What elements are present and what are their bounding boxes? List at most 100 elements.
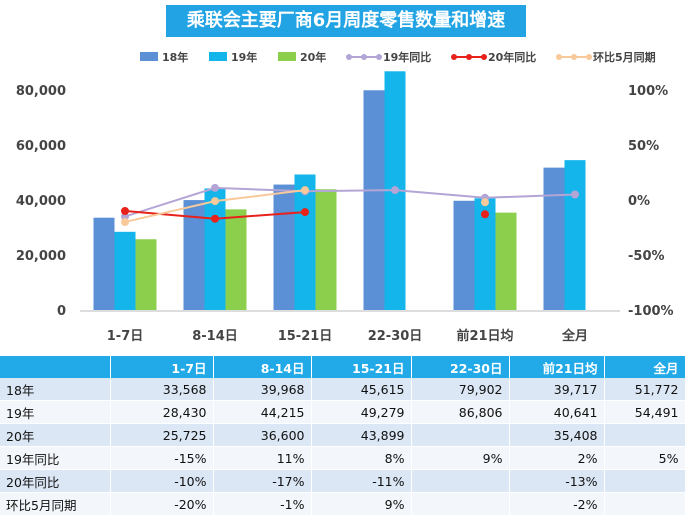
x-tick-label: 1-7日 xyxy=(107,329,144,344)
table-cell: 9% xyxy=(311,492,412,516)
table-cell: 44,215 xyxy=(213,400,312,424)
data-table: 1-7日 8-14日 15-21日 22-30日 前21日均 全月 18年 33,568 39… xyxy=(0,356,685,516)
table-cell: 39,968 xyxy=(213,378,312,401)
point-环比5月同期 xyxy=(121,218,129,226)
point-20年同比 xyxy=(211,214,219,223)
bar-19年-全月 xyxy=(564,160,586,310)
table-cell: 40,641 xyxy=(509,400,605,424)
table-cell: 36,600 xyxy=(213,423,312,447)
table-cell: 51,772 xyxy=(604,378,685,401)
bar-20年-15-21日 xyxy=(315,189,337,310)
x-tick-label: 8-14日 xyxy=(192,329,238,344)
table-row: 19年同比 -15% 11% 8% 9% 2% 5% xyxy=(0,446,685,470)
table-header-cell: 15-21日 xyxy=(311,356,412,378)
legend-label: 环比5月同期 xyxy=(593,50,656,64)
table-header-corner xyxy=(0,356,111,378)
table-cell: 9% xyxy=(411,446,510,470)
legend-label: 19年 xyxy=(231,50,257,64)
legend-label: 19年同比 xyxy=(383,50,431,64)
bar-20年-前21日均 xyxy=(495,212,517,310)
table-header-cell: 全月 xyxy=(604,356,685,378)
legend: 18年 19年 20年 19年同比 20年同比 环比5月同期 xyxy=(140,50,656,64)
table-cell: 79,902 xyxy=(411,378,510,401)
y-left-tick-label: 0 xyxy=(57,304,66,319)
point-20年同比 xyxy=(121,207,129,215)
y-right-tick-label: 100% xyxy=(628,84,668,99)
table-cell: -17% xyxy=(213,469,312,493)
legend-marker-20年同比 xyxy=(451,54,457,60)
table-header-cell: 1-7日 xyxy=(110,356,214,378)
legend-swatch-18年 xyxy=(140,52,158,61)
table-header-cell: 22-30日 xyxy=(411,356,510,378)
legend-marker-环比5月同期 xyxy=(571,54,577,60)
table-cell: 11% xyxy=(213,446,312,470)
bar-18年-前21日均 xyxy=(453,200,475,310)
table-row-label: 18年 xyxy=(0,378,111,401)
table-cell: 2% xyxy=(509,446,605,470)
bars xyxy=(93,71,586,310)
table-cell: 54,491 xyxy=(604,400,685,424)
x-tick-label: 22-30日 xyxy=(368,329,423,344)
legend-marker-20年同比 xyxy=(481,54,487,60)
bar-19年-8-14日 xyxy=(204,188,226,310)
table-header-cell: 8-14日 xyxy=(213,356,312,378)
bar-19年-前21日均 xyxy=(474,198,496,310)
table-row-label: 20年同比 xyxy=(0,469,111,493)
table-cell: -15% xyxy=(110,446,214,470)
bar-18年-15-21日 xyxy=(273,184,295,310)
y-right-tick-label: -100% xyxy=(628,304,674,319)
y-right-tick-label: -50% xyxy=(628,249,665,264)
point-19年同比 xyxy=(211,183,219,192)
bar-20年-1-7日 xyxy=(135,239,157,310)
y-right-tick-label: 50% xyxy=(628,139,659,154)
point-环比5月同期 xyxy=(211,197,219,206)
table-cell xyxy=(411,423,510,447)
bar-19年-15-21日 xyxy=(294,174,316,310)
legend-marker-环比5月同期 xyxy=(586,54,592,60)
legend-marker-20年同比 xyxy=(466,54,472,60)
table-row: 20年同比 -10% -17% -11% -13% xyxy=(0,469,685,493)
point-19年同比 xyxy=(391,186,399,195)
x-tick-label: 15-21日 xyxy=(278,329,333,344)
table-row-label: 19年同比 xyxy=(0,446,111,470)
chart-title: 乘联会主要厂商6月周度零售数量和增速 xyxy=(166,5,526,37)
table-cell: 43,899 xyxy=(311,423,412,447)
line-19年同比 xyxy=(124,186,576,218)
legend-label: 20年同比 xyxy=(488,50,536,64)
table-header-cell: 前21日均 xyxy=(509,356,605,378)
table-header-row: 1-7日 8-14日 15-21日 22-30日 前21日均 全月 xyxy=(0,356,685,378)
legend-swatch-20年 xyxy=(278,52,296,61)
table-cell: 33,568 xyxy=(110,378,214,401)
bar-20年-8-14日 xyxy=(225,209,247,310)
table-cell: 25,725 xyxy=(110,423,214,447)
table-cell: 49,279 xyxy=(311,400,412,424)
table-cell: -1% xyxy=(213,492,312,516)
table-cell: -10% xyxy=(110,469,214,493)
legend-marker-环比5月同期 xyxy=(556,54,562,60)
point-环比5月同期 xyxy=(301,186,309,195)
table-cell: -13% xyxy=(509,469,605,493)
table-cell: 45,615 xyxy=(311,378,412,401)
table-cell xyxy=(411,492,510,516)
y-right-tick-label: 0% xyxy=(628,194,650,209)
legend-marker-19年同比 xyxy=(361,54,367,60)
legend-swatch-19年 xyxy=(209,52,227,61)
table-row: 19年 28,430 44,215 49,279 86,806 40,641 54,491 xyxy=(0,400,685,424)
legend-marker-19年同比 xyxy=(376,54,382,60)
table-body: 18年 33,568 39,968 45,615 79,902 39,717 51,772 1… xyxy=(0,378,685,516)
bar-18年-22-30日 xyxy=(363,90,385,310)
table-row: 18年 33,568 39,968 45,615 79,902 39,717 51,772 xyxy=(0,378,685,401)
axes: 0 20,000 40,000 60,000 80,000 -100% -50% 0% 50% 1… xyxy=(16,84,674,344)
table-cell: 86,806 xyxy=(411,400,510,424)
table-cell: 28,430 xyxy=(110,400,214,424)
table-row-label: 20年 xyxy=(0,423,111,447)
point-20年同比 xyxy=(301,208,309,217)
table-cell: -11% xyxy=(311,469,412,493)
y-left-tick-label: 20,000 xyxy=(16,249,66,264)
table-row-label: 19年 xyxy=(0,400,111,424)
table-row: 20年 25,725 36,600 43,899 35,408 xyxy=(0,423,685,447)
table-cell: -20% xyxy=(110,492,214,516)
legend-label: 18年 xyxy=(162,50,188,64)
table-cell: 39,717 xyxy=(509,378,605,401)
y-left-tick-label: 40,000 xyxy=(16,194,66,209)
